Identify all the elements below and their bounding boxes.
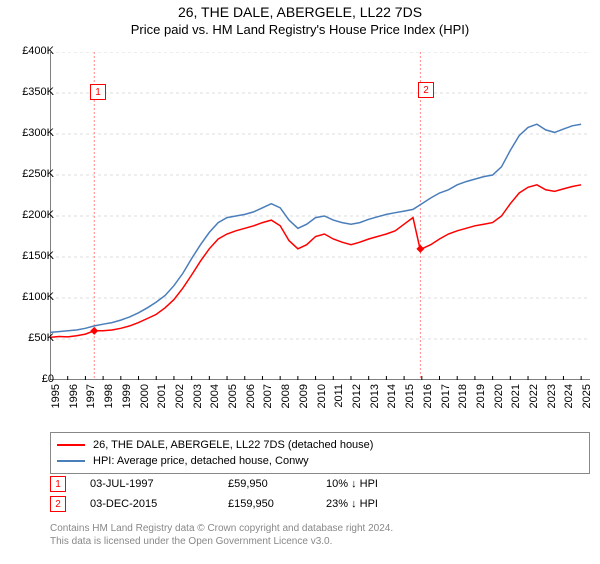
events-table: 1 03-JUL-1997 £59,950 10% ↓ HPI 2 03-DEC… xyxy=(50,474,590,514)
footer-attribution: Contains HM Land Registry data © Crown c… xyxy=(50,522,590,548)
x-axis-label: 2014 xyxy=(386,384,398,424)
legend-label-hpi: HPI: Average price, detached house, Conw… xyxy=(93,455,309,467)
y-axis-label: £100K xyxy=(4,291,54,303)
event-badge-1: 1 xyxy=(50,476,66,492)
x-axis-label: 2005 xyxy=(227,384,239,424)
x-axis-label: 2015 xyxy=(404,384,416,424)
event-diff-1: 10% ↓ HPI xyxy=(326,478,426,490)
x-axis-label: 1996 xyxy=(68,384,80,424)
x-axis-label: 2001 xyxy=(156,384,168,424)
x-axis-label: 2004 xyxy=(209,384,221,424)
x-axis-label: 2008 xyxy=(280,384,292,424)
x-axis-label: 2006 xyxy=(245,384,257,424)
x-axis-label: 2024 xyxy=(563,384,575,424)
x-axis-label: 2018 xyxy=(457,384,469,424)
y-axis-label: £350K xyxy=(4,86,54,98)
x-axis-label: 1998 xyxy=(103,384,115,424)
event-date-1: 03-JUL-1997 xyxy=(90,478,210,490)
x-axis-label: 2016 xyxy=(422,384,434,424)
x-axis-label: 2012 xyxy=(351,384,363,424)
x-axis-label: 2023 xyxy=(546,384,558,424)
x-axis-label: 1999 xyxy=(121,384,133,424)
chart-title: 26, THE DALE, ABERGELE, LL22 7DS xyxy=(0,4,600,20)
event-price-2: £159,950 xyxy=(228,498,308,510)
legend-box: 26, THE DALE, ABERGELE, LL22 7DS (detach… xyxy=(50,432,590,474)
chart-svg xyxy=(50,52,590,380)
event-row-1: 1 03-JUL-1997 £59,950 10% ↓ HPI xyxy=(50,474,590,494)
x-axis-label: 2017 xyxy=(440,384,452,424)
y-axis-label: £50K xyxy=(4,332,54,344)
y-axis-label: £300K xyxy=(4,127,54,139)
x-axis-label: 2013 xyxy=(369,384,381,424)
event-price-1: £59,950 xyxy=(228,478,308,490)
footer-line2: This data is licensed under the Open Gov… xyxy=(50,535,590,548)
x-axis-label: 2002 xyxy=(174,384,186,424)
x-axis-label: 2009 xyxy=(298,384,310,424)
y-axis-label: £250K xyxy=(4,168,54,180)
event-diff-2: 23% ↓ HPI xyxy=(326,498,426,510)
y-axis-label: £0 xyxy=(4,373,54,385)
event-badge-2: 2 xyxy=(50,496,66,512)
y-axis-label: £400K xyxy=(4,45,54,57)
x-axis-label: 2022 xyxy=(528,384,540,424)
chart-event-badge: 2 xyxy=(418,82,434,98)
y-axis-label: £200K xyxy=(4,209,54,221)
x-axis-label: 2007 xyxy=(262,384,274,424)
y-axis-label: £150K xyxy=(4,250,54,262)
legend-swatch-hpi xyxy=(57,460,85,462)
x-axis-label: 2011 xyxy=(333,384,345,424)
chart-subtitle: Price paid vs. HM Land Registry's House … xyxy=(0,22,600,37)
x-axis-label: 2000 xyxy=(139,384,151,424)
legend-row-hpi: HPI: Average price, detached house, Conw… xyxy=(57,453,583,469)
x-axis-label: 1997 xyxy=(85,384,97,424)
legend-row-property: 26, THE DALE, ABERGELE, LL22 7DS (detach… xyxy=(57,437,583,453)
legend-label-property: 26, THE DALE, ABERGELE, LL22 7DS (detach… xyxy=(93,439,373,451)
footer-line1: Contains HM Land Registry data © Crown c… xyxy=(50,522,590,535)
x-axis-label: 2010 xyxy=(316,384,328,424)
x-axis-label: 1995 xyxy=(50,384,62,424)
x-axis-label: 2020 xyxy=(493,384,505,424)
event-date-2: 03-DEC-2015 xyxy=(90,498,210,510)
legend-swatch-property xyxy=(57,444,85,446)
chart-area xyxy=(50,52,590,380)
x-axis-label: 2019 xyxy=(475,384,487,424)
x-axis-label: 2025 xyxy=(581,384,593,424)
chart-event-badge: 1 xyxy=(90,84,106,100)
x-axis-label: 2003 xyxy=(192,384,204,424)
x-axis-label: 2021 xyxy=(510,384,522,424)
event-row-2: 2 03-DEC-2015 £159,950 23% ↓ HPI xyxy=(50,494,590,514)
